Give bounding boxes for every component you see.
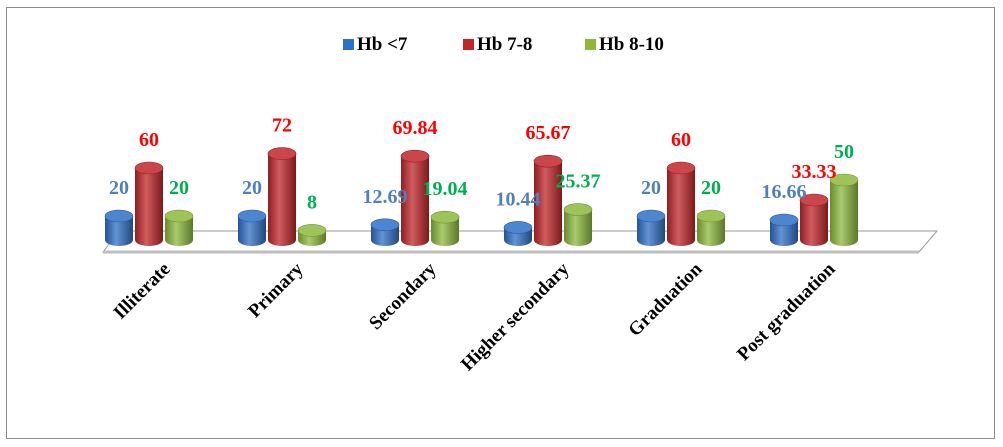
bar-hb-8-10-primary: [297, 224, 327, 246]
data-labels: 20 60 20 20 72 8 12.69 69.84 19.04 10.44 65.67 25.3…: [109, 115, 854, 214]
legend-item-hb-7-8: Hb 7-8: [463, 34, 532, 55]
bar-hb-8-10-post-graduation: [829, 173, 859, 246]
data-label-hb-8-10-post-graduation: 50: [834, 141, 854, 163]
legend-swatch: [343, 39, 354, 50]
data-label-hb-7-8-graduation: 60: [671, 129, 691, 151]
x-tick-higher-secondary: Higher secondary: [457, 258, 574, 375]
data-label-hb-7-graduation: 20: [641, 177, 661, 199]
bar-hb-7-8-illiterate: [134, 161, 164, 246]
legend-swatch: [463, 39, 474, 50]
bar-hb-7-higher-secondary: [503, 221, 533, 246]
data-label-hb-7-8-secondary: 69.84: [393, 117, 438, 139]
data-label-hb-8-10-graduation: 20: [701, 177, 721, 199]
data-label-hb-8-10-higher-secondary: 25.37: [556, 171, 601, 193]
data-label-hb-7-8-higher-secondary: 65.67: [526, 122, 571, 144]
legend: Hb <7 Hb 7-8 Hb 8-10: [343, 34, 664, 55]
legend-label: Hb <7: [357, 34, 408, 55]
bar-hb-7-8-higher-secondary: [533, 154, 563, 246]
bar-hb-7-illiterate: [104, 209, 134, 246]
bars: [104, 147, 859, 246]
data-label-hb-8-10-secondary: 19.04: [423, 178, 468, 200]
data-label-hb-7-8-primary: 72: [272, 115, 292, 137]
bar-hb-7-graduation: [636, 209, 666, 246]
bar-hb-8-10-secondary: [430, 210, 460, 246]
bar-hb-7-post-graduation: [769, 213, 799, 246]
bar-hb-7-8-post-graduation: [799, 193, 829, 246]
data-label-hb-7-higher-secondary: 10.44: [496, 188, 541, 210]
x-tick-illiterate: Illiterate: [110, 259, 175, 324]
x-tick-secondary: Secondary: [365, 258, 441, 334]
chart-frame: Hb <7 Hb 7-8 Hb 8-10 20 60 20 20 72 8 12.69 69.84…: [6, 7, 995, 439]
bar-hb-7-8-secondary: [400, 149, 430, 246]
bar-hb-7-8-primary: [267, 147, 297, 246]
data-label-hb-7-illiterate: 20: [109, 177, 129, 199]
legend-item-hb-8-10: Hb 8-10: [585, 34, 664, 55]
data-label-hb-8-10-primary: 8: [307, 191, 317, 213]
x-tick-primary: Primary: [244, 258, 308, 322]
legend-label: Hb 7-8: [477, 34, 532, 55]
data-label-hb-7-8-illiterate: 60: [139, 129, 159, 151]
data-label-hb-7-post-graduation: 16.66: [762, 181, 807, 203]
bar-hb-7-secondary: [370, 218, 400, 246]
data-label-hb-7-8-post-graduation: 33.33: [792, 161, 837, 183]
data-label-hb-8-10-illiterate: 20: [169, 177, 189, 199]
x-tick-post-graduation: Post graduation: [733, 258, 840, 365]
bar-hb-7-8-graduation: [666, 161, 696, 246]
data-label-hb-7-primary: 20: [242, 177, 262, 199]
legend-item-hb-7: Hb <7: [343, 34, 408, 55]
data-label-hb-7-secondary: 12.69: [363, 186, 408, 208]
bar-hb-8-10-higher-secondary: [563, 203, 593, 246]
bar-hb-8-10-illiterate: [164, 209, 194, 246]
legend-label: Hb 8-10: [599, 34, 664, 55]
chart-svg: Hb <7 Hb 7-8 Hb 8-10 20 60 20 20 72 8 12.69 69.84…: [101, 34, 939, 375]
bar-hb-7-primary: [237, 209, 267, 246]
x-axis-ticks: Illiterate Primary Secondary Higher seconda…: [110, 258, 840, 375]
x-tick-graduation: Graduation: [624, 258, 706, 340]
legend-swatch: [585, 39, 596, 50]
bar-hb-8-10-graduation: [696, 209, 726, 246]
